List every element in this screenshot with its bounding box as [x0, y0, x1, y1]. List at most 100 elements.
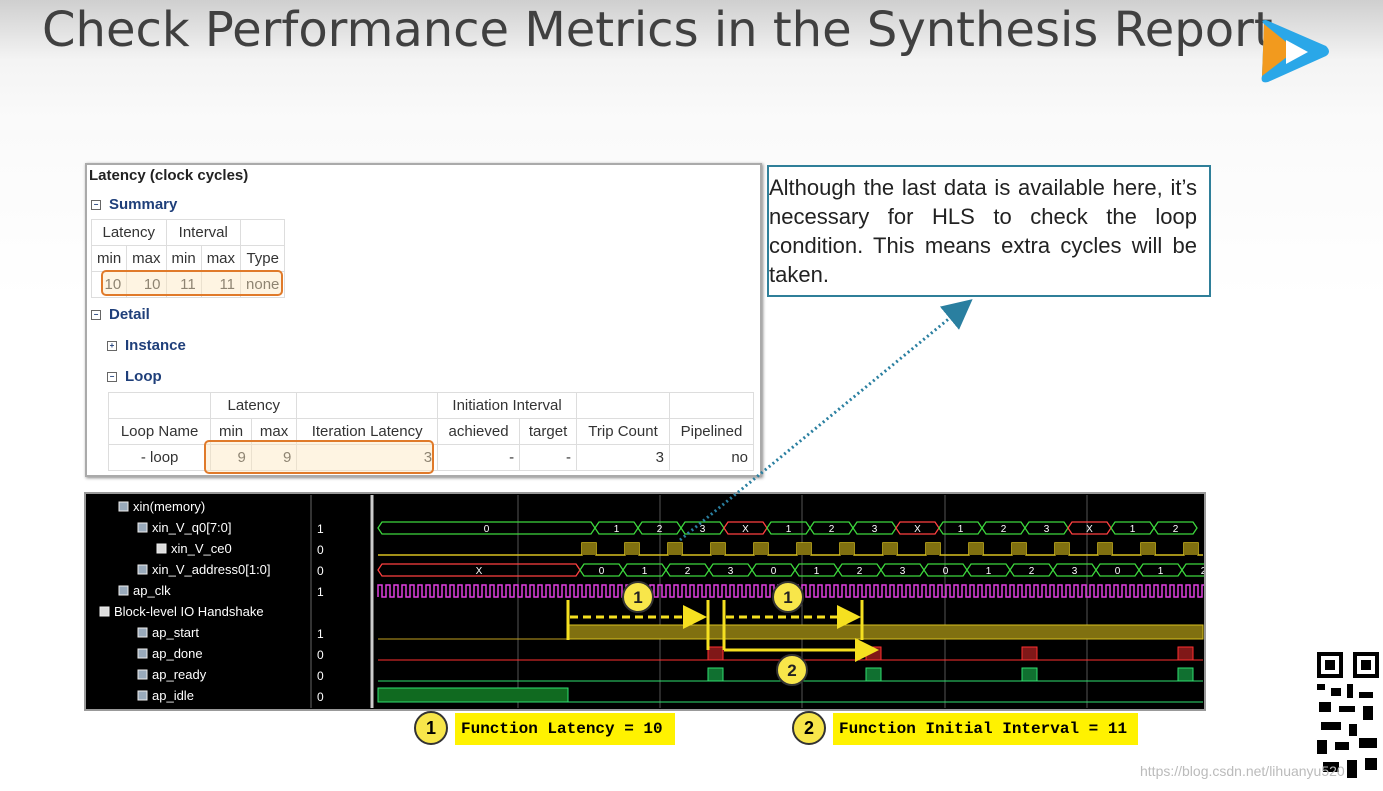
bus-value: 3	[900, 566, 906, 577]
signal-name: ap_done	[152, 646, 203, 661]
signal-icon	[137, 522, 148, 533]
table-cell: min	[165, 245, 202, 272]
signal-icon	[137, 627, 148, 638]
ce-pulse	[969, 543, 983, 555]
bus-value: 3	[700, 524, 706, 535]
table-cell: achieved	[437, 418, 521, 445]
qr-code	[1313, 648, 1383, 791]
section: − Summary	[91, 196, 177, 213]
signal-icon	[118, 501, 129, 512]
signal-pulse	[1177, 667, 1194, 682]
signal-name: ap_clk	[133, 583, 171, 598]
signal-name: Block-level IO Handshake	[114, 604, 264, 619]
signal-pulse	[1021, 646, 1038, 661]
wave-panel	[84, 492, 1206, 711]
ce-pulse	[1141, 543, 1155, 555]
legend-number: 2	[792, 711, 826, 745]
signal-name: xin_V_address0[1:0]	[152, 562, 271, 577]
idle-high	[377, 687, 569, 703]
table-cell: -	[437, 444, 521, 471]
legend-number: 1	[414, 711, 448, 745]
table-cell: none	[240, 271, 286, 298]
signal-pulse	[707, 646, 724, 661]
table-cell: Trip Count	[576, 418, 670, 445]
section-label: Instance	[125, 337, 186, 354]
table-cell: 10	[90, 271, 128, 298]
bus-value: X	[914, 524, 921, 535]
ce-pulse	[1055, 543, 1069, 555]
table-cell: 10	[126, 271, 167, 298]
annotation	[566, 600, 879, 662]
section-label: Loop	[125, 368, 162, 385]
signal-name: ap_start	[152, 625, 199, 640]
signal-name: xin(memory)	[133, 499, 205, 514]
signal-name: xin_V_ce0	[171, 541, 232, 556]
signal-icon	[156, 543, 167, 554]
ce-pulse	[926, 543, 940, 555]
table-cell: Pipelined	[668, 418, 755, 445]
table-cell: no	[668, 444, 755, 471]
header-cell: Initiation Interval	[437, 392, 578, 419]
signal-value: 0	[317, 543, 324, 557]
report-heading: Latency (clock cycles)	[89, 167, 249, 184]
bus-value: X	[476, 566, 483, 577]
bus-value: 0	[771, 566, 777, 577]
ce-pulse	[668, 543, 682, 555]
bus-value: X	[742, 524, 749, 535]
ce-pulse	[625, 543, 639, 555]
signal-value: 0	[317, 669, 324, 683]
marker-number: 1	[783, 588, 792, 607]
marker-number: 2	[787, 661, 796, 680]
pointer-arrow	[679, 299, 973, 542]
table-cell: - loop	[107, 444, 212, 471]
signal-icon	[118, 585, 129, 596]
signal-value: 1	[317, 627, 324, 641]
bus-value: 3	[872, 524, 878, 535]
start-high	[567, 624, 1204, 640]
bus-value: 1	[958, 524, 964, 535]
bus-value: 1	[786, 524, 792, 535]
signal-name: ap_ready	[152, 667, 207, 682]
signal-pulse	[1177, 646, 1194, 661]
logo	[1261, 20, 1329, 83]
signal-pulse	[1021, 667, 1038, 682]
bus-segment	[1153, 521, 1198, 535]
bus-value: 2	[857, 566, 863, 577]
callout: Although the last data is available here…	[767, 165, 1211, 297]
bus-value: 2	[1201, 566, 1207, 577]
bus-value: 1	[642, 566, 648, 577]
bus-value: 3	[1072, 566, 1078, 577]
signal-icon	[137, 669, 148, 680]
table-cell: 11	[200, 271, 242, 298]
bus-segment	[1181, 563, 1204, 577]
signal-pulse	[865, 667, 882, 682]
bus-value: 0	[484, 524, 490, 535]
highlight	[204, 440, 434, 474]
legend-text: Function Initial Interval = 11	[833, 713, 1138, 745]
ce-pulse	[883, 543, 897, 555]
bus-value: 2	[1001, 524, 1007, 535]
bus-value: 2	[657, 524, 663, 535]
ce-pulse	[1184, 543, 1198, 555]
table-cell: target	[519, 418, 578, 445]
signal-icon	[137, 564, 148, 575]
signal-value: 1	[317, 522, 324, 536]
section-label: Summary	[109, 196, 178, 213]
highlight	[101, 270, 283, 296]
bus-value: X	[1086, 524, 1093, 535]
loop-table: Latency Initiation Interval Loop Name min m…	[107, 392, 755, 471]
signal-value: 0	[317, 690, 324, 704]
bus-value: 0	[1115, 566, 1121, 577]
watermark: https://blog.csdn.net/lihuanyu520	[1140, 763, 1345, 779]
bus-value: 0	[943, 566, 949, 577]
ce-pulse	[582, 543, 596, 555]
ce-pulse	[1098, 543, 1112, 555]
signal-icon	[137, 648, 148, 659]
marker-circle	[776, 654, 808, 686]
table-cell: max	[126, 245, 167, 272]
signal-name: xin_V_q0[7:0]	[152, 520, 232, 535]
bus-value: 3	[1044, 524, 1050, 535]
synthesis-report: Latency (clock cycles) − Summary Latency I…	[85, 163, 762, 477]
